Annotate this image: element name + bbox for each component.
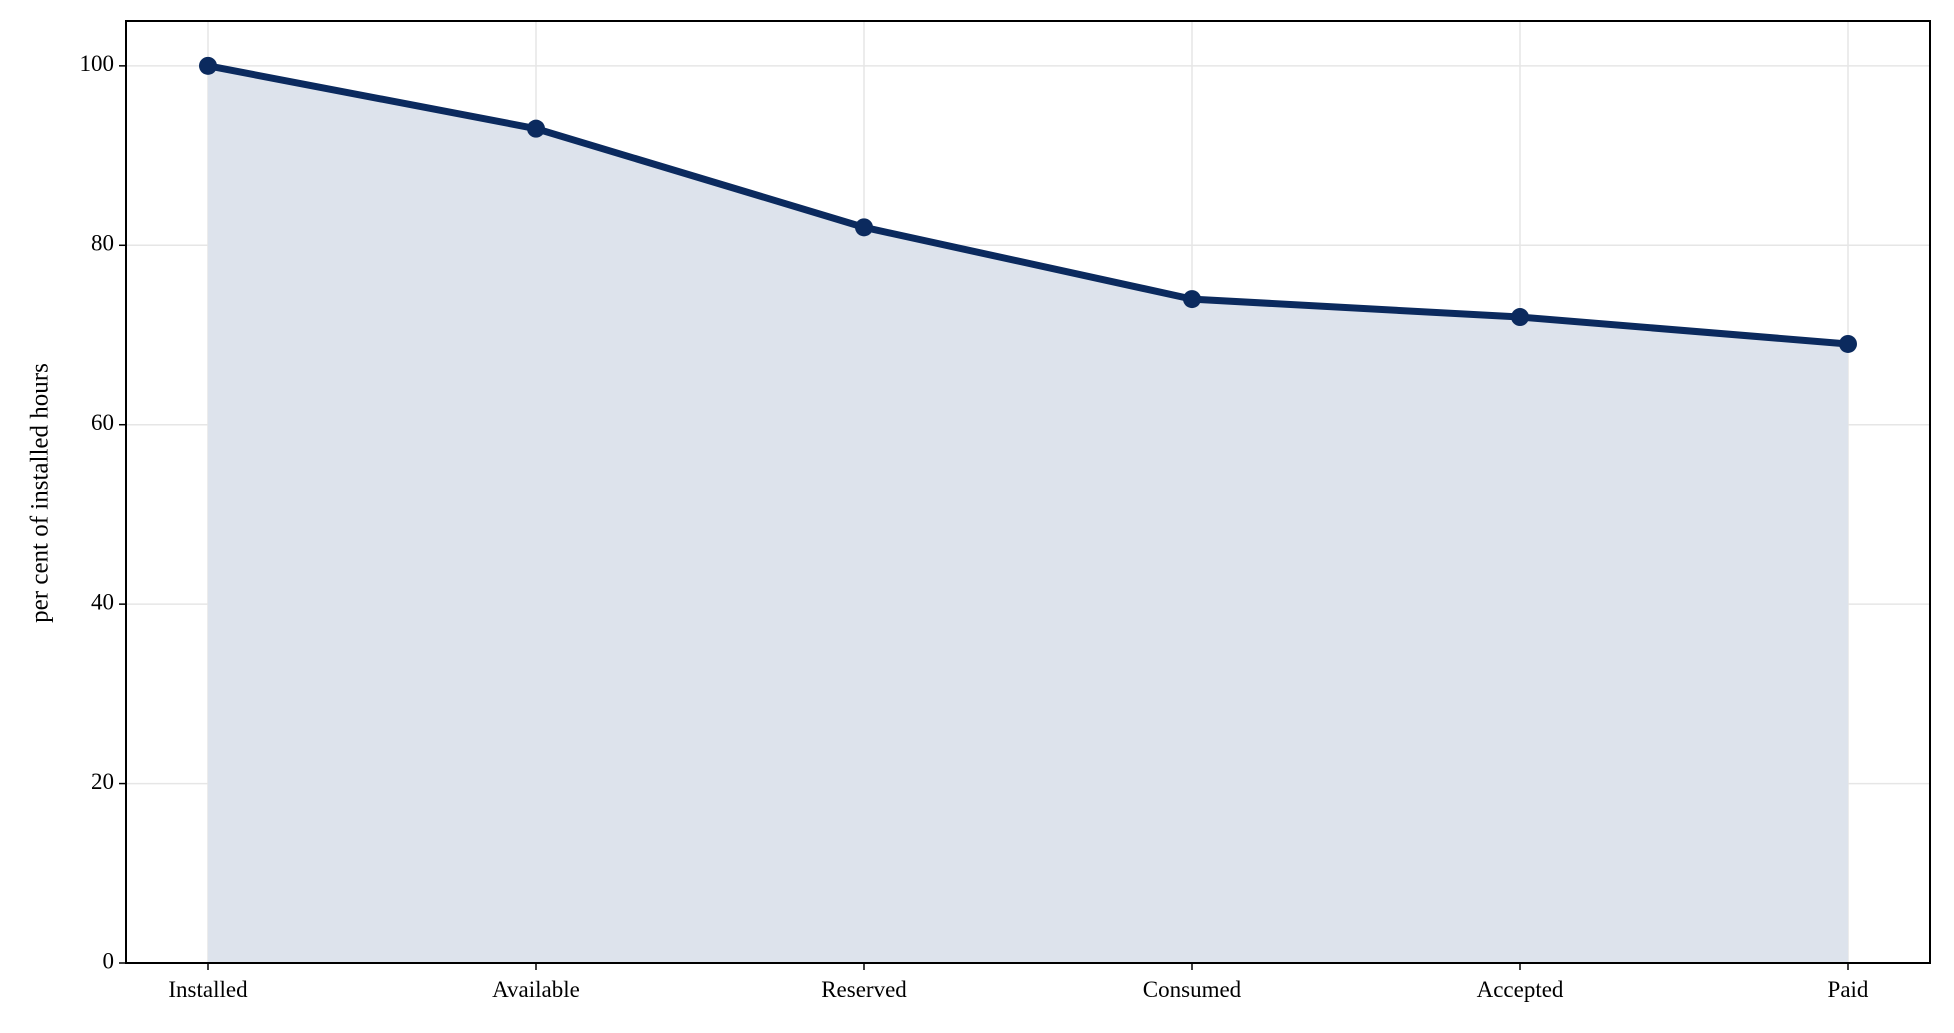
y-tick-label: 60: [91, 410, 114, 435]
x-tick-label: Reserved: [821, 977, 907, 1002]
area: [208, 65, 1848, 964]
y-tick-label: 40: [91, 589, 114, 614]
point: [1511, 308, 1529, 327]
y-tick-label: 100: [80, 51, 115, 76]
point: [855, 218, 873, 237]
x-tick-label: Paid: [1828, 977, 1869, 1002]
point: [199, 56, 217, 75]
point: [1183, 290, 1201, 309]
line: [207, 62, 1849, 348]
point: [527, 119, 545, 138]
x-tick-label: Installed: [168, 977, 248, 1002]
plot-frame: [125, 20, 1931, 964]
x-tick-label: Available: [492, 977, 580, 1002]
x-tick-label: Accepted: [1477, 977, 1564, 1002]
y-tick-label: 80: [91, 231, 114, 256]
y-tick-label: 0: [103, 948, 115, 973]
y-tick-label: 20: [91, 769, 114, 794]
x-tick-label: Consumed: [1143, 977, 1242, 1002]
y-axis-label: per cent of installed hours: [27, 363, 54, 623]
point: [1839, 334, 1857, 353]
